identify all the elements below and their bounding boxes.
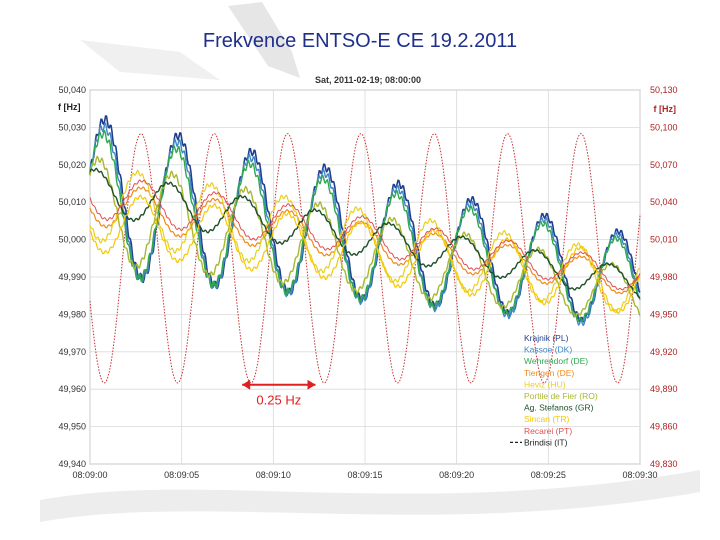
left-tick-label: 49,940 — [58, 459, 86, 469]
right-tick-label: 49,890 — [650, 384, 678, 394]
annotation-label: 0.25 Hz — [256, 393, 301, 408]
legend-entry: Wehrendorf (DE) — [524, 356, 588, 366]
annotation-arrow-right — [307, 379, 316, 390]
right-tick-label: 49,920 — [650, 347, 678, 357]
legend-entry: Tiengen (DE) — [524, 368, 574, 378]
x-tick-label: 08:09:30 — [622, 470, 657, 480]
left-tick-label: 50,040 — [58, 85, 86, 95]
left-tick-label: 50,010 — [58, 197, 86, 207]
left-axis-label: f [Hz] — [58, 102, 81, 112]
legend-entry: Heviz (HU) — [524, 379, 566, 389]
right-tick-label: 50,040 — [650, 197, 678, 207]
series-line-7 — [89, 194, 641, 314]
series-layer — [89, 115, 641, 384]
x-tick-label: 08:09:10 — [256, 470, 291, 480]
left-tick-label: 49,960 — [58, 384, 86, 394]
x-tick-label: 08:09:20 — [439, 470, 474, 480]
period-annotation: 0.25 Hz — [242, 379, 316, 408]
series-line-1 — [89, 122, 641, 327]
left-tick-label: 50,020 — [58, 160, 86, 170]
series-line-6 — [89, 167, 641, 299]
right-axis: 50,130 50,100 50,070 50,040 50,010 49,980 49,9… — [650, 85, 678, 469]
legend-entry: Portile de Fier (RO) — [524, 391, 598, 401]
x-tick-label: 08:09:15 — [347, 470, 382, 480]
annotation-arrow-left — [242, 379, 251, 390]
left-tick-label: 49,950 — [58, 422, 86, 432]
series-line-9 — [89, 133, 641, 384]
series-line-8 — [89, 179, 641, 291]
legend-entry: Recarei (PT) — [524, 426, 572, 436]
legend-entry: Krajnik (PL) — [524, 333, 569, 343]
legend-entry: Brindisi (IT) — [524, 437, 568, 447]
x-tick-label: 08:09:00 — [72, 470, 107, 480]
series-line-5 — [89, 155, 641, 317]
left-tick-label: 49,980 — [58, 309, 86, 319]
chart-title: Sat, 2011-02-19; 08:00:00 — [315, 75, 421, 85]
left-tick-label: 50,030 — [58, 122, 86, 132]
series-line-2 — [89, 129, 641, 323]
legend-entry: Kassoe (DK) — [524, 345, 572, 355]
right-tick-label: 49,950 — [650, 309, 678, 319]
right-tick-label: 50,100 — [650, 122, 678, 132]
x-tick-label: 08:09:05 — [164, 470, 199, 480]
legend: Krajnik (PL) Kassoe (DK)Wehrendorf (DE) Ti… — [510, 333, 598, 447]
x-axis: 08:09:00 08:09:05 08:09:10 08:09:15 08:09:20… — [72, 470, 657, 480]
series-line-4 — [89, 169, 641, 314]
right-tick-label: 50,070 — [650, 160, 678, 170]
legend-entry: Sincan (TR) — [524, 414, 570, 424]
left-axis: 50,040 50,030 50,020 50,010 50,000 49,990 49,9… — [58, 85, 86, 469]
right-tick-label: 49,980 — [650, 272, 678, 282]
right-tick-label: 50,010 — [650, 235, 678, 245]
x-tick-label: 08:09:25 — [531, 470, 566, 480]
legend-entry: Ag. Stefanos (GR) — [524, 403, 594, 413]
left-tick-label: 50,000 — [58, 235, 86, 245]
left-tick-label: 49,970 — [58, 347, 86, 357]
right-tick-label: 50,130 — [650, 85, 678, 95]
right-axis-label: f [Hz] — [654, 104, 677, 114]
right-tick-label: 49,860 — [650, 422, 678, 432]
right-tick-label: 49,830 — [650, 459, 678, 469]
slide-title: Frekvence ENTSO-E CE 19.2.2011 — [202, 30, 518, 52]
left-tick-label: 49,990 — [58, 272, 86, 282]
series-line-3 — [89, 186, 641, 295]
